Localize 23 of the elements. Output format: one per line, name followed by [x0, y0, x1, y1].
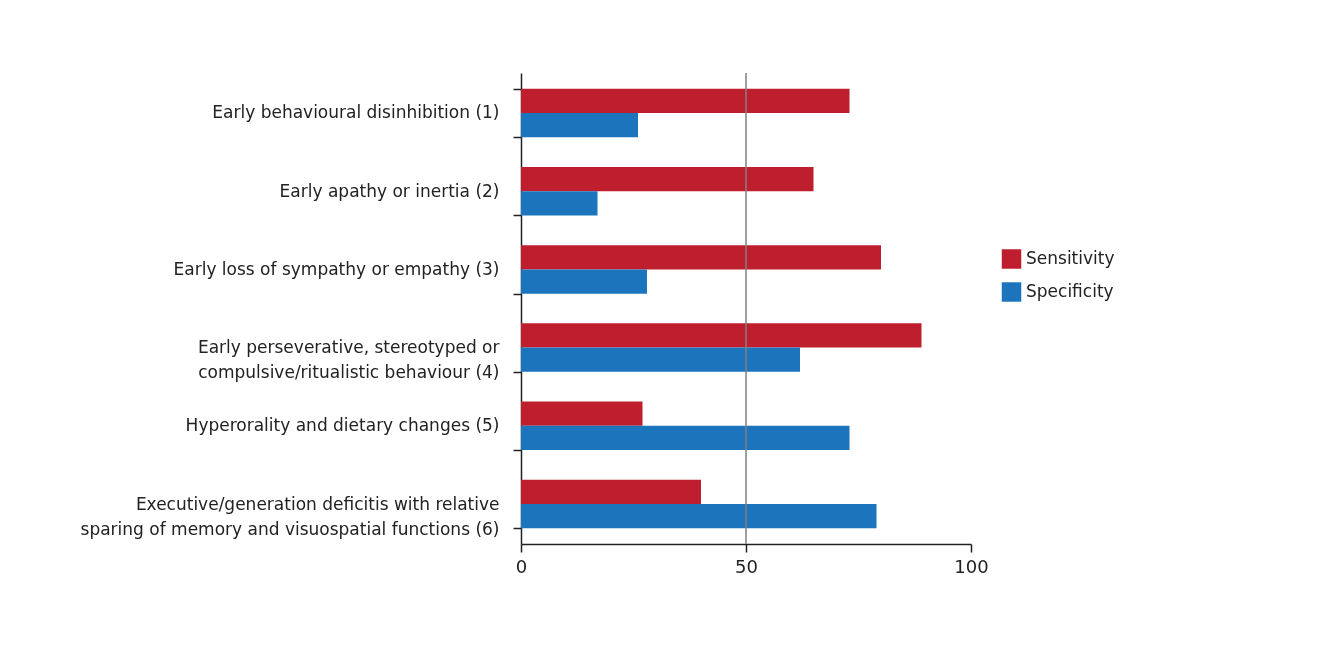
- y-tick-label: Early perseverative, stereotyped or compulsive/ritualistic behaviour (4): [197, 337, 500, 383]
- bar: [521, 504, 877, 529]
- bar: [521, 269, 647, 294]
- bar: [521, 479, 701, 505]
- bar: [521, 166, 814, 192]
- x-tick-label: 50: [735, 555, 758, 577]
- bar: [521, 347, 800, 372]
- y-tick-label: Early apathy or inertia (2): [279, 180, 500, 201]
- y-tick-label: Executive/generation deficitis with relative sparing of memory and visuospatial functions (6): [80, 493, 500, 539]
- x-tick-label: 0: [515, 555, 528, 577]
- bar: [521, 425, 850, 451]
- bar: [521, 112, 638, 138]
- bar: [521, 88, 850, 113]
- y-tick-label: Early loss of sympathy or empathy (3): [173, 258, 500, 279]
- bar: [521, 401, 643, 426]
- legend-label: Specificity: [1026, 281, 1114, 301]
- x-tick-label: 100: [954, 555, 989, 577]
- bar: [521, 191, 598, 216]
- legend-label: Sensitivity: [1026, 248, 1115, 268]
- y-tick-label: Hyperorality and dietary changes (5): [185, 415, 500, 436]
- y-tick-label: Early behavioural disinhibition (1): [212, 102, 500, 123]
- bar: [521, 323, 922, 348]
- bar: [521, 245, 881, 270]
